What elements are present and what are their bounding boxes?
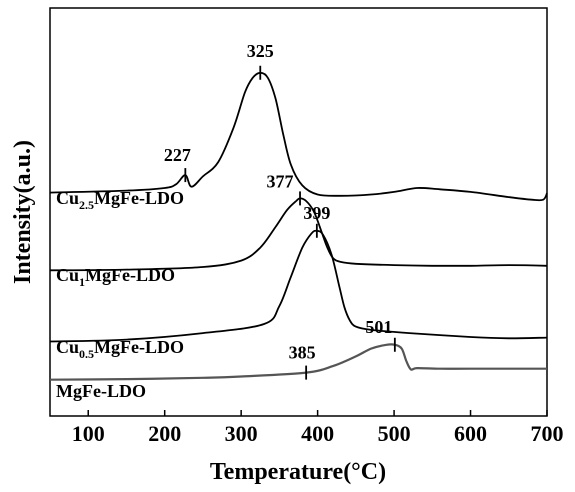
series-label-1: Cu2.5MgFe-LDO	[56, 188, 184, 212]
plot-frame	[49, 7, 548, 417]
series-label-2: Cu1MgFe-LDO	[56, 265, 175, 289]
x-tick-label-100: 100	[72, 421, 105, 446]
peak-label-399: 399	[303, 203, 330, 223]
peak-label-385: 385	[289, 343, 316, 363]
x-tick-label-700: 700	[531, 421, 564, 446]
peak-markers-group: 227 325 377 399 385 501	[164, 41, 396, 380]
series-labels-group: Cu2.5MgFe-LDO Cu1MgFe-LDO Cu0.5MgFe-LDO MgF…	[56, 188, 184, 401]
curve-series-3	[49, 229, 548, 343]
x-tick-label-400: 400	[301, 421, 334, 446]
peak-label-377: 377	[267, 171, 294, 191]
series-label-4: MgFe-LDO	[56, 381, 146, 401]
x-axis-title: Temperature(°C)	[210, 459, 386, 485]
peak-label-501: 501	[365, 317, 392, 337]
x-axis-ticks: 100 200 300 400 500 600 700	[72, 410, 564, 446]
curves-group	[49, 71, 548, 381]
peak-label-227: 227	[164, 145, 191, 165]
x-tick-label-600: 600	[454, 421, 487, 446]
y-axis-title: Intensity(a.u.)	[10, 140, 36, 284]
x-tick-label-500: 500	[378, 421, 411, 446]
curve-series-4	[49, 343, 547, 381]
x-tick-label-300: 300	[225, 421, 258, 446]
series-label-3: Cu0.5MgFe-LDO	[56, 337, 184, 361]
curve-series-1	[49, 71, 548, 202]
x-tick-label-200: 200	[148, 421, 181, 446]
curve-series-2	[49, 197, 548, 272]
peak-label-325: 325	[247, 41, 274, 61]
